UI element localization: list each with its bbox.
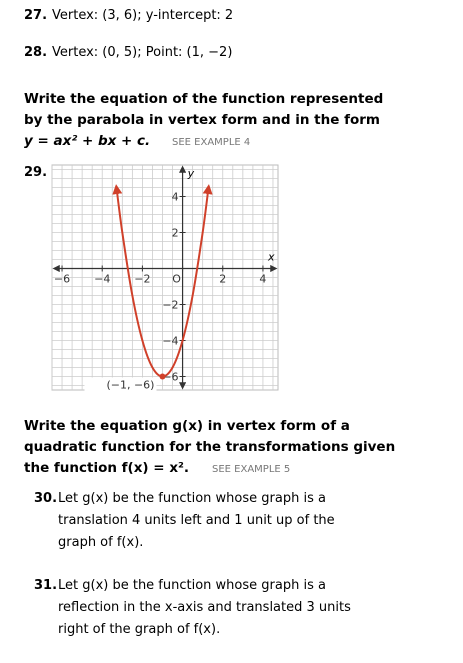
instruction: by the parabola in vertex form and in th…	[24, 112, 380, 128]
instruction: y = ax² + bx + c.	[24, 133, 150, 149]
y-tick-label: 4	[172, 191, 179, 204]
problem-text: Vertex: (3, 6); y-intercept: 2	[52, 8, 233, 23]
x-tick-label: 4	[259, 273, 266, 286]
instruction: quadratic function for the transformatio…	[24, 439, 395, 455]
instruction: Write the equation of the function repre…	[24, 91, 383, 107]
x-tick-label: −6	[54, 273, 70, 286]
problem-text: graph of f(x).	[58, 535, 143, 550]
x-tick-label: −2	[134, 273, 150, 286]
problem-text: translation 4 units left and 1 unit up o…	[58, 513, 335, 528]
problem-number: 27.	[24, 8, 47, 23]
problem-text: right of the graph of f(x).	[58, 622, 220, 637]
label-bg	[84, 377, 157, 392]
instruction: Write the equation g(x) in vertex form o…	[24, 418, 350, 434]
axis-label: y	[187, 167, 195, 180]
axis-label: x	[267, 251, 275, 264]
problem-text: Let g(x) be the function whose graph is …	[58, 491, 326, 506]
y-tick-label: −2	[162, 299, 178, 312]
problem-text: reflection in the x-axis and translated …	[58, 600, 351, 615]
x-tick-label: O	[172, 273, 181, 286]
see-example: SEE EXAMPLE 5	[212, 464, 290, 475]
problem-number: 30.	[34, 491, 57, 506]
see-example: SEE EXAMPLE 4	[172, 137, 250, 148]
vertex-label: (−1, −6)	[106, 379, 154, 392]
graph: x y −6 −4 −2 O 2 4 4 2 −2 −4 −6 (−1, −6)	[51, 164, 279, 392]
instruction: the function f(x) = x².	[24, 460, 189, 476]
problem-number: 29.	[24, 165, 47, 180]
problem-text: Let g(x) be the function whose graph is …	[58, 578, 326, 593]
problem-number: 31.	[34, 578, 57, 593]
problem-text: Vertex: (0, 5); Point: (1, −2)	[52, 45, 232, 60]
x-tick-label: 2	[219, 273, 226, 286]
y-tick-label: −4	[162, 335, 178, 348]
problem-number: 28.	[24, 45, 47, 60]
x-tick-label: −4	[94, 273, 110, 286]
vertex-point	[159, 373, 166, 380]
y-tick-label: 2	[172, 227, 179, 240]
y-tick-label: −6	[162, 371, 178, 384]
